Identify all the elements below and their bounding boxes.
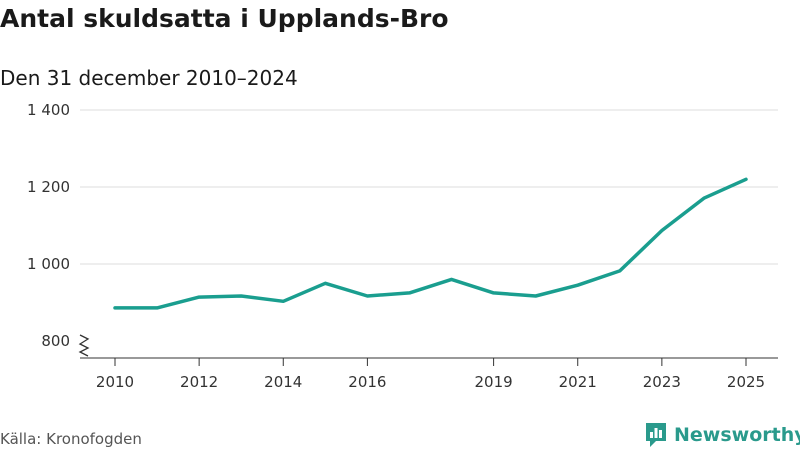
x-tick-label: 2010 (96, 373, 134, 391)
x-tick-label: 2019 (475, 373, 513, 391)
axis-break-icon (78, 334, 90, 357)
y-tick-label: 800 (41, 332, 70, 350)
x-axis: 2010 2012 2014 2016 2019 2021 2023 2025 (80, 357, 778, 391)
chart-subtitle: Den 31 december 2010–2024 (0, 66, 298, 90)
brand-logo[interactable]: Newsworthy (644, 420, 800, 450)
series-group (113, 177, 748, 310)
x-tick-label: 2025 (727, 373, 765, 391)
brand-name: Newsworthy (674, 424, 800, 446)
x-tick-label: 2021 (559, 373, 597, 391)
x-tick-label: 2014 (264, 373, 302, 391)
y-tick-label: 1 400 (27, 101, 70, 119)
series-line (113, 177, 748, 310)
source-label: Källa: Kronofogden (0, 430, 142, 448)
x-tick-label: 2016 (348, 373, 386, 391)
y-tick-label: 1 000 (27, 255, 70, 273)
chart-title: Antal skuldsatta i Upplands-Bro (0, 4, 449, 33)
grid-lines (80, 109, 778, 265)
x-tick-label: 2023 (643, 373, 681, 391)
y-tick-label: 1 200 (27, 178, 70, 196)
newsworthy-logo-icon (646, 423, 666, 447)
x-tick-label: 2012 (180, 373, 218, 391)
y-axis: 800 1 000 1 200 1 400 (27, 101, 90, 357)
